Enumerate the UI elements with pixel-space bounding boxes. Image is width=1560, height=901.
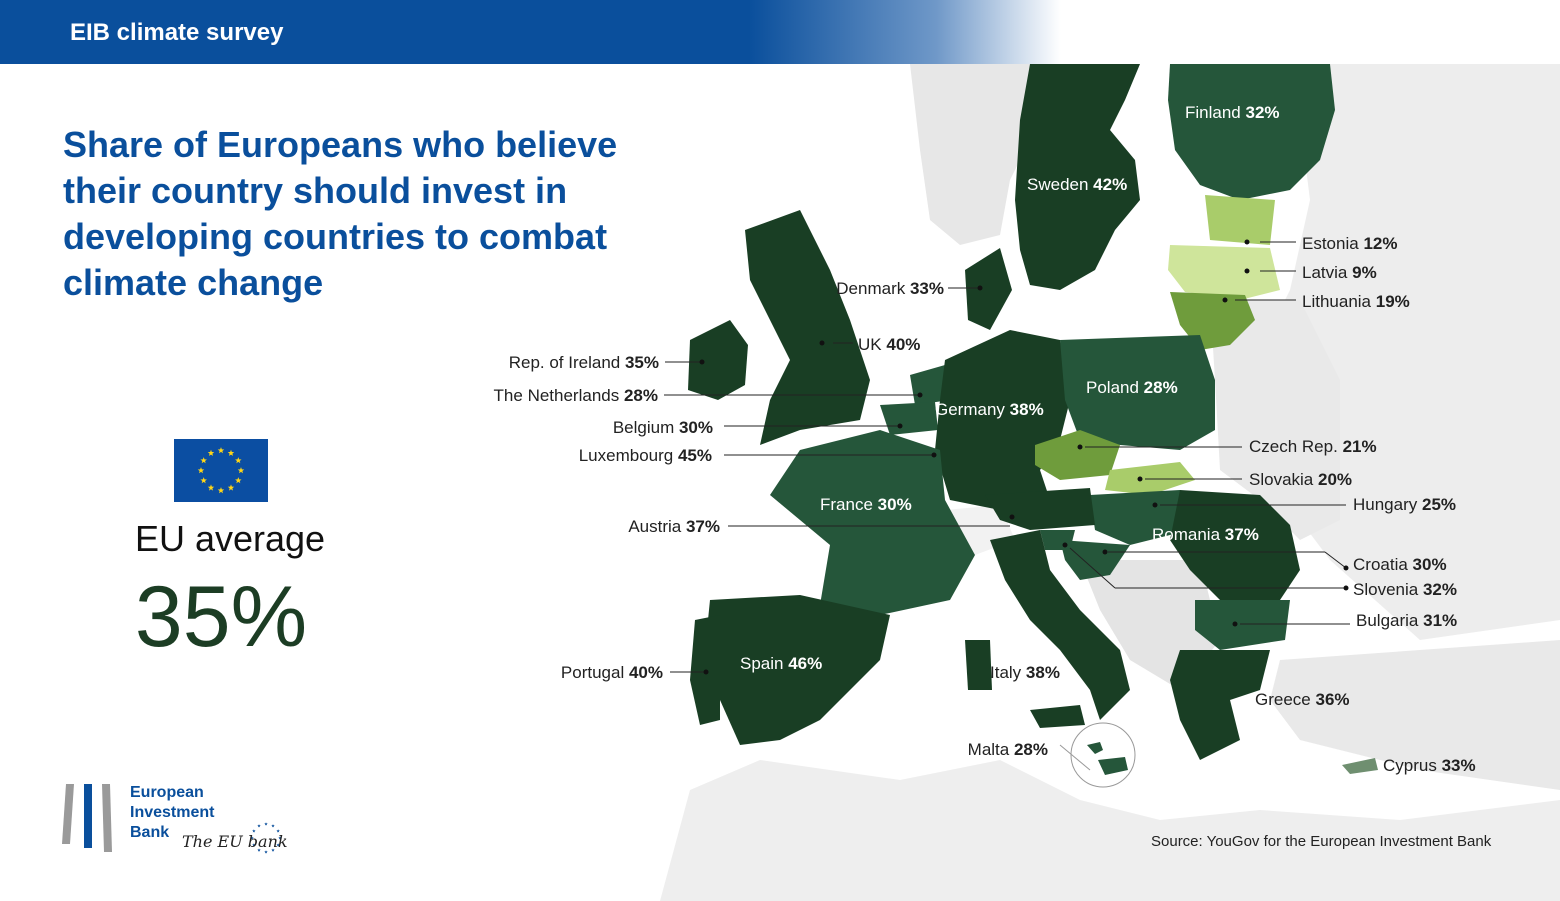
- spain-shape: [705, 595, 890, 745]
- leader-dot: [917, 392, 923, 398]
- croatia-shape: [1060, 540, 1130, 580]
- label-slovakia: Slovakia 20%: [1249, 470, 1352, 489]
- malta-inset-circle: [1070, 722, 1136, 788]
- label-cyprus: Cyprus 33%: [1383, 756, 1476, 775]
- label-hungary: Hungary 25%: [1353, 495, 1456, 514]
- leader-dot: [1077, 444, 1083, 450]
- logo-line-2: Investment: [130, 804, 215, 821]
- leader-dot: [931, 452, 937, 458]
- country-labels: Finland 32% Sweden 42% Estonia 12% Latvi…: [494, 103, 1476, 775]
- leader-dot: [1244, 239, 1250, 245]
- leader-dot: [1152, 502, 1158, 508]
- land-africa: [660, 760, 1560, 901]
- label-croatia: Croatia 30%: [1353, 555, 1447, 574]
- label-bulgaria: Bulgaria 31%: [1356, 611, 1457, 630]
- leader-dot: [1343, 565, 1349, 571]
- germany-shape: [935, 330, 1070, 510]
- sicily-shape: [1030, 705, 1085, 728]
- eu-flag-icon: [174, 439, 268, 502]
- romania-shape: [1170, 490, 1300, 600]
- leader-lines: [664, 239, 1350, 771]
- eib-logo-tagline: The EU bank: [182, 832, 288, 851]
- eib-logo-icon: [62, 784, 282, 854]
- leader-dot: [1009, 514, 1015, 520]
- estonia-shape: [1205, 195, 1275, 245]
- label-lithuania: Lithuania 19%: [1302, 292, 1410, 311]
- leader-dot: [1343, 585, 1349, 591]
- sardinia-shape: [965, 640, 992, 690]
- land-belarus-ukraine: [1210, 300, 1340, 540]
- label-poland: Poland 28%: [1086, 378, 1178, 397]
- poland-shape: [1060, 335, 1215, 450]
- label-slovenia: Slovenia 32%: [1353, 580, 1457, 599]
- logo-line-3: Bank: [130, 824, 170, 841]
- malta-inset-leader: [1059, 744, 1091, 771]
- label-latvia: Latvia 9%: [1302, 263, 1377, 282]
- label-italy: Italy 38%: [990, 663, 1060, 682]
- label-luxembourg: Luxembourg 45%: [579, 446, 712, 465]
- leader-dot: [1062, 542, 1068, 548]
- label-finland: Finland 32%: [1185, 103, 1280, 122]
- eu-average-value: 35%: [134, 569, 308, 665]
- label-czech: Czech Rep. 21%: [1249, 437, 1377, 456]
- label-malta: Malta 28%: [968, 740, 1048, 759]
- source-note: Source: YouGov for the European Investme…: [1151, 833, 1492, 850]
- background-land: [660, 64, 1560, 901]
- label-france: France 30%: [820, 495, 912, 514]
- malta-shape: [1087, 742, 1128, 775]
- label-sweden: Sweden 42%: [1027, 175, 1127, 194]
- label-uk: UK 40%: [858, 335, 920, 354]
- land-turkey: [1270, 640, 1560, 790]
- denmark-shape: [965, 248, 1012, 330]
- leader-dot: [1232, 621, 1238, 627]
- header-title: EIB climate survey: [70, 19, 284, 46]
- label-portugal: Portugal 40%: [561, 663, 663, 682]
- country-shapes: [688, 64, 1378, 788]
- leader-dot: [977, 285, 983, 291]
- label-denmark: Denmark 33%: [836, 279, 944, 298]
- hungary-shape: [1090, 490, 1190, 545]
- label-germany: Germany 38%: [935, 400, 1044, 419]
- finland-shape: [1168, 64, 1335, 200]
- leader-dot: [703, 669, 709, 675]
- label-estonia: Estonia 12%: [1302, 234, 1397, 253]
- leader-dot: [819, 340, 825, 346]
- label-greece: Greece 36%: [1255, 690, 1350, 709]
- eib-logo-text: European Investment Bank: [130, 783, 214, 843]
- ireland-shape: [688, 320, 748, 400]
- label-austria: Austria 37%: [628, 517, 720, 536]
- leader-dot: [1222, 297, 1228, 303]
- uk-shape: [745, 210, 870, 445]
- cyprus-shape: [1342, 758, 1378, 774]
- leader-dot: [1137, 476, 1143, 482]
- label-spain: Spain 46%: [740, 654, 822, 673]
- page-title: Share of Europeans who believe their cou…: [63, 124, 618, 303]
- eu-average-label: EU average: [134, 518, 326, 559]
- czech-shape: [1035, 430, 1120, 480]
- label-belgium: Belgium 30%: [613, 418, 713, 437]
- leader-dot: [1244, 268, 1250, 274]
- label-netherlands: The Netherlands 28%: [494, 386, 658, 405]
- land-scandinavia-norway: [910, 64, 1040, 245]
- label-ireland: Rep. of Ireland 35%: [509, 353, 659, 372]
- sweden-shape: [1015, 64, 1140, 290]
- leader-line: [1324, 551, 1347, 569]
- latvia-shape: [1168, 245, 1280, 300]
- france-shape: [770, 430, 975, 615]
- austria-shape: [985, 488, 1095, 530]
- leader-line: [1069, 547, 1116, 589]
- label-romania: Romania 37%: [1152, 525, 1259, 544]
- leader-dot: [699, 359, 705, 365]
- logo-line-1: European: [130, 784, 204, 801]
- greece-shape: [1170, 650, 1270, 760]
- leader-dot: [1102, 549, 1108, 555]
- italy-shape: [990, 530, 1130, 720]
- leader-dot: [897, 423, 903, 429]
- belgium-shape: [880, 402, 938, 435]
- header-bar: EIB climate survey: [0, 0, 1560, 64]
- bulgaria-shape: [1195, 600, 1290, 650]
- slovenia-shape: [1040, 530, 1075, 550]
